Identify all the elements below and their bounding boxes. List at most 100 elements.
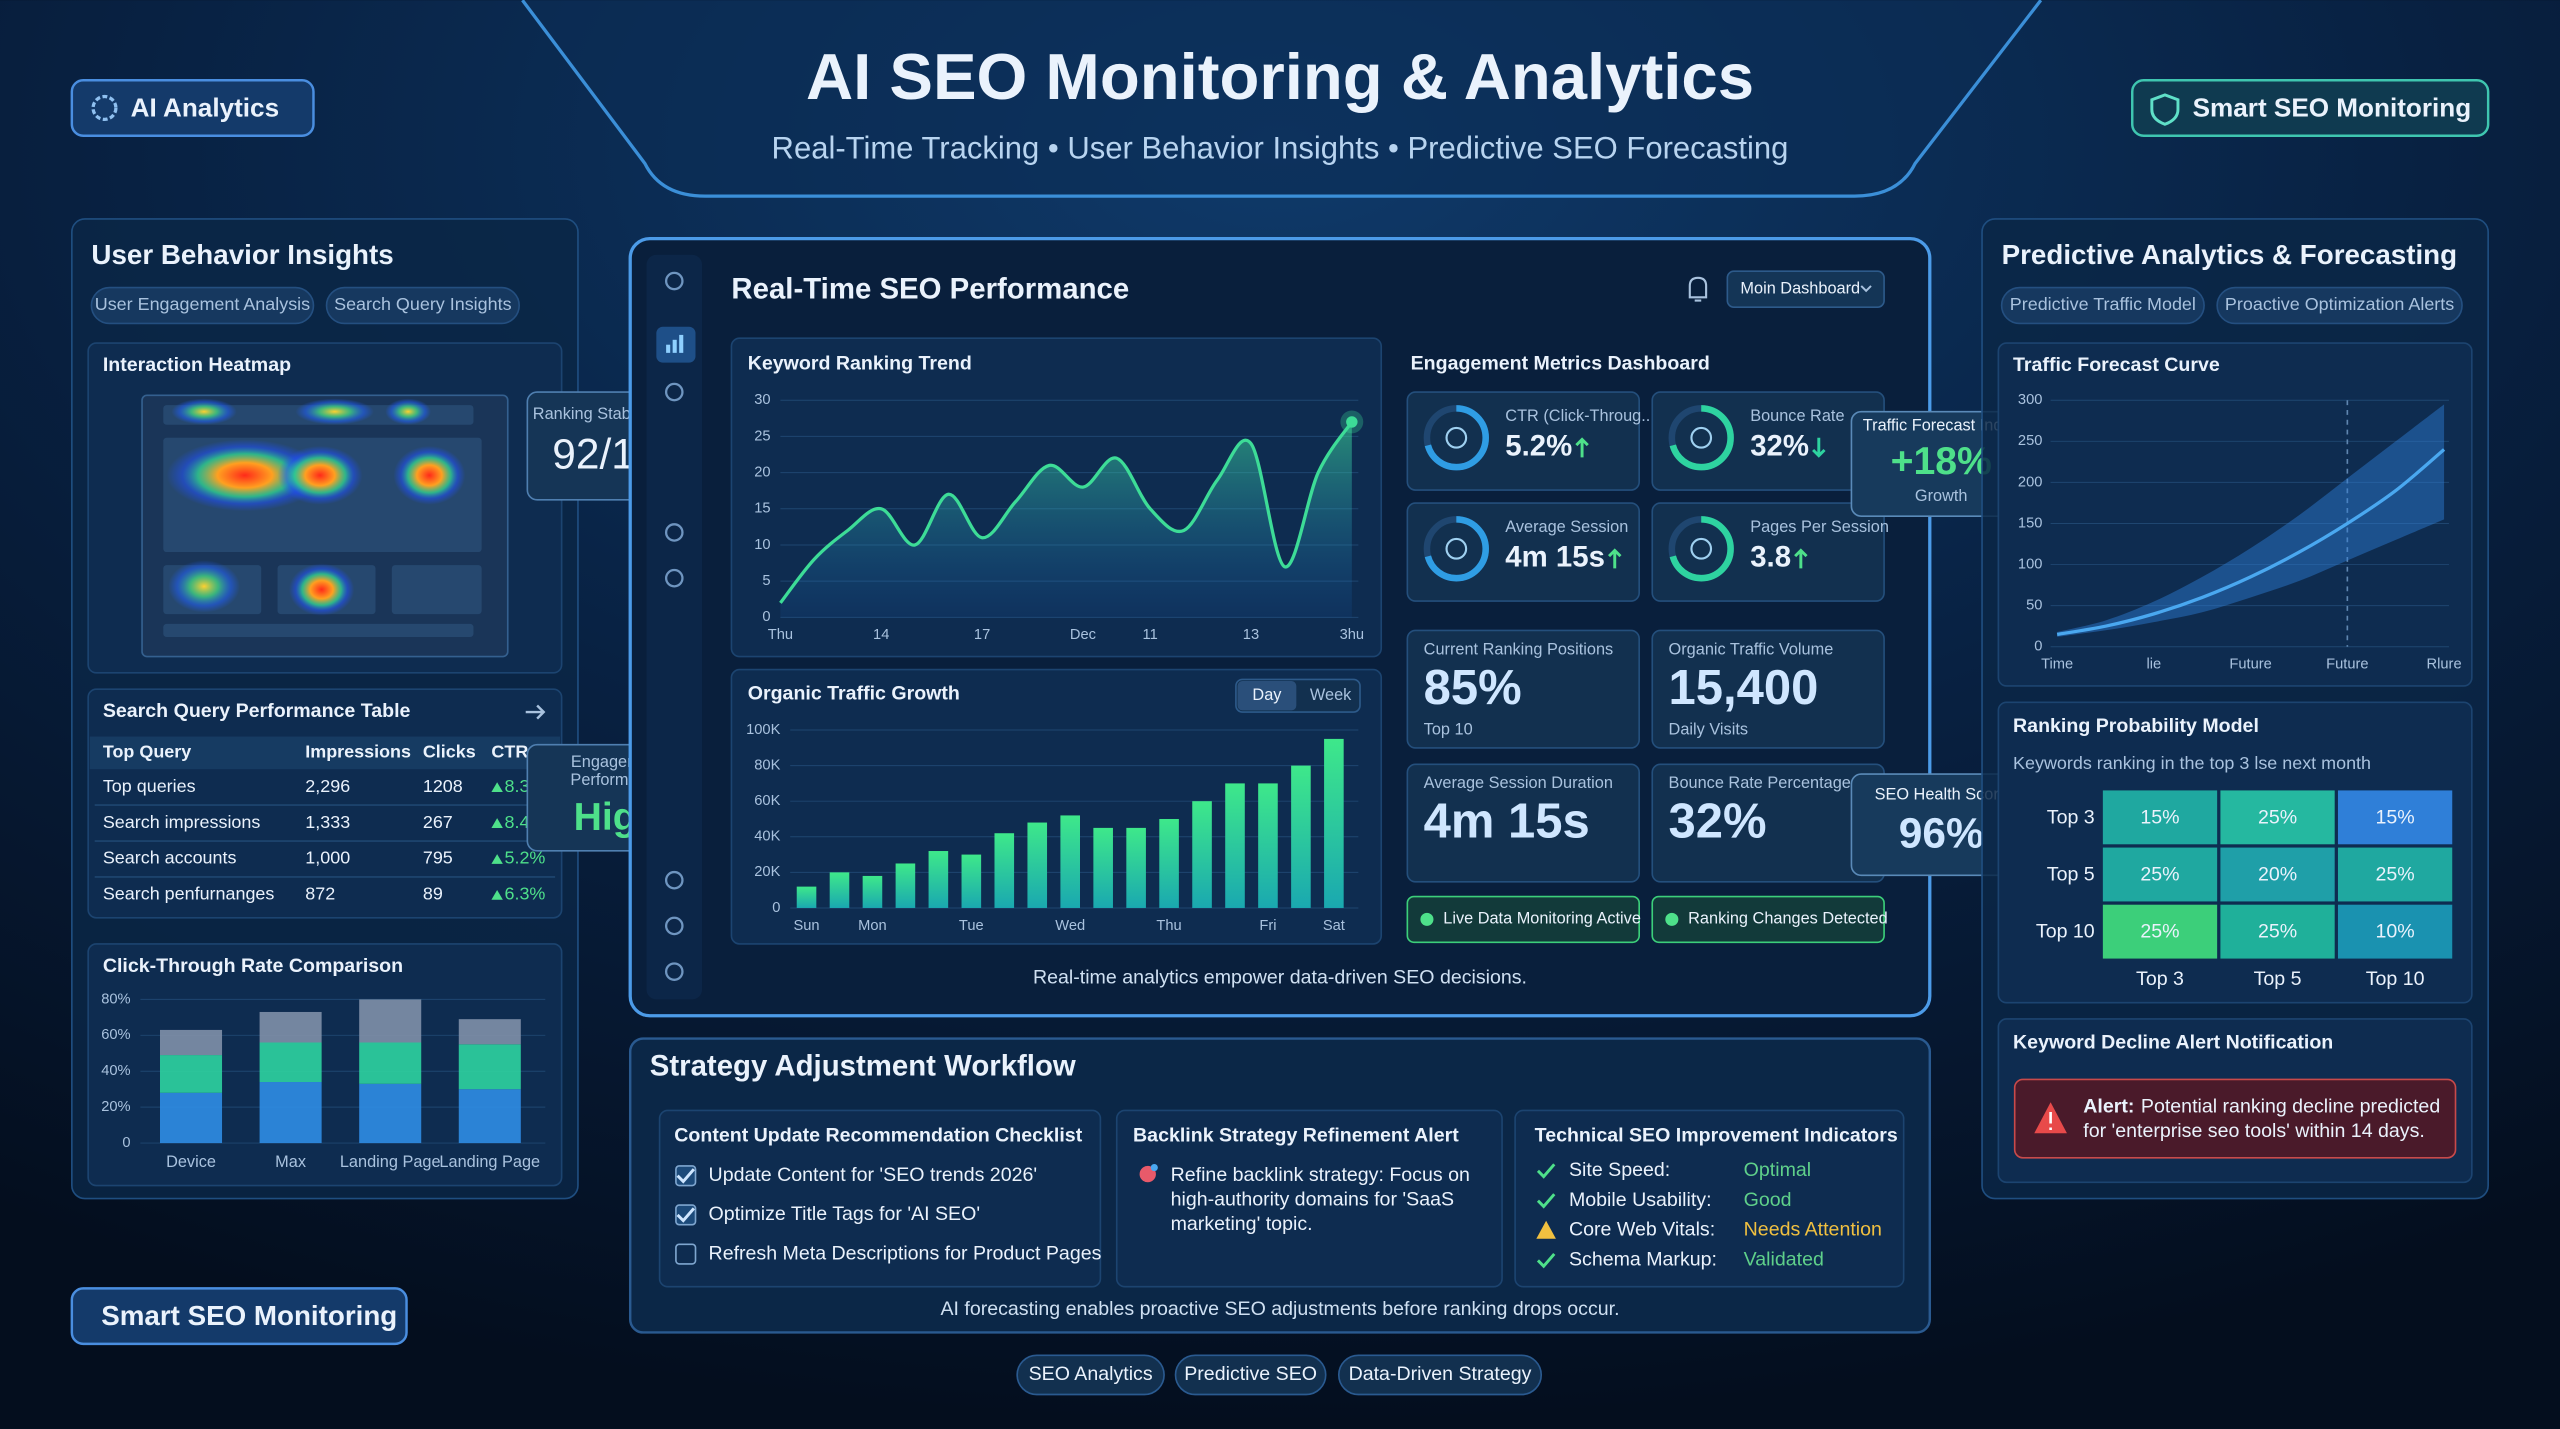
- indicator-label: Site Speed:: [1569, 1159, 1670, 1181]
- bar: [1159, 818, 1179, 908]
- nav-bar-icon: [666, 344, 671, 353]
- overlay-label: Traffic Forecast Index: [1863, 417, 2020, 435]
- kpi-note: Daily Visits: [1669, 720, 1748, 738]
- cell-label: 10%: [2376, 921, 2415, 943]
- y-tick-label: 300: [2018, 392, 2043, 408]
- y-tick-label: 80%: [101, 991, 130, 1007]
- nav-bar-icon: [679, 334, 684, 353]
- table-header-cell: Impressions: [305, 742, 411, 762]
- heat-blob: [171, 398, 237, 425]
- gauge-icon: [1445, 537, 1468, 560]
- check-icon: [676, 1207, 695, 1223]
- forecast-card: [1997, 342, 2473, 687]
- kpi-label: Bounce Rate Percentage: [1669, 774, 1851, 792]
- column-label: Top 10: [2366, 968, 2425, 990]
- toggle-active: [1237, 681, 1297, 711]
- row-label: Top 3: [2047, 806, 2095, 828]
- forecast-line: [2056, 448, 2446, 637]
- kpi-card: [1651, 629, 1885, 749]
- row-label: Top 5: [2047, 863, 2095, 885]
- gauge-icon: [1690, 426, 1713, 449]
- badge-text: Smart SEO Monitoring: [101, 1300, 397, 1331]
- heat-blob: [288, 563, 355, 616]
- column-label: Top 3: [2136, 968, 2184, 990]
- table-header-cell: Top Query: [103, 742, 191, 762]
- chart-title: Traffic Forecast Curve: [2013, 354, 2220, 376]
- column-label: Top 5: [2254, 968, 2302, 990]
- kpi-value: 32%: [1669, 795, 1767, 849]
- y-tick-label: 100K: [746, 722, 781, 738]
- y-tick-label: 0: [772, 900, 780, 916]
- table-cell: Search impressions: [103, 812, 261, 832]
- dropdown-label: Moin Dashboard: [1740, 280, 1860, 298]
- tab-label: Proactive Optimization Alerts: [2225, 294, 2454, 314]
- x-tick-label: 3hu: [1340, 627, 1365, 643]
- tab: [325, 286, 520, 325]
- bar: [961, 854, 982, 908]
- bell-icon: [1688, 276, 1708, 302]
- cell-label: 15%: [2376, 806, 2415, 828]
- chevron: [1860, 285, 1872, 293]
- y-tick-label: 30: [754, 392, 770, 408]
- gauge-ring: [1668, 516, 1734, 582]
- indicator-status: Optimal: [1744, 1159, 1811, 1181]
- x-tick-label: Sun: [793, 918, 819, 934]
- x-tick-label: Mon: [858, 918, 887, 934]
- bar-segment: [160, 1055, 223, 1093]
- nav-icon: [664, 271, 684, 291]
- cell-label: 20%: [2258, 863, 2297, 885]
- checklist-item: Update Content for 'SEO trends 2026': [709, 1164, 1038, 1186]
- sidebar: [646, 254, 703, 1000]
- metric-value: 4m 15s: [1505, 540, 1605, 573]
- table-cell: 6.3%: [504, 884, 545, 904]
- kpi-value: 4m 15s: [1424, 795, 1590, 849]
- bar: [796, 886, 817, 908]
- nav-icon: [664, 870, 684, 890]
- bar-segment: [160, 1092, 223, 1144]
- trend-arrow: [1812, 437, 1826, 458]
- badge-text: AI Analytics: [131, 93, 279, 123]
- warning-icon: [1536, 1220, 1556, 1239]
- table-cell: Search penfurnanges: [103, 884, 275, 904]
- y-tick-label: 200: [2018, 474, 2043, 490]
- bar: [928, 851, 949, 908]
- page-subtitle: Real-Time Tracking • User Behavior Insig…: [772, 131, 1789, 166]
- heatmap-block: [163, 623, 474, 637]
- heat-cell: [2102, 847, 2218, 902]
- card-title: Backlink Strategy Refinement Alert: [1133, 1125, 1459, 1147]
- badge-text: Smart SEO Monitoring: [2193, 93, 2472, 123]
- y-tick-label: 0: [762, 609, 770, 625]
- table-cell: Search accounts: [103, 848, 237, 868]
- panel-title: Real-Time SEO Performance: [731, 273, 1129, 306]
- bar: [1324, 738, 1344, 908]
- metric-label: CTR (Click-Throug...: [1505, 407, 1655, 425]
- arrow-icon: [525, 704, 546, 720]
- status-pill: [1406, 895, 1640, 944]
- badge: [2131, 78, 2490, 137]
- check-icon: [1536, 1163, 1556, 1179]
- bar: [1291, 765, 1311, 908]
- up-triangle: [491, 854, 503, 864]
- table-cell: 89: [423, 884, 443, 904]
- nav-icon: [664, 523, 684, 542]
- cell-label: 25%: [2258, 921, 2297, 943]
- x-tick-label: Wed: [1055, 918, 1085, 934]
- cell-label: 25%: [2258, 806, 2297, 828]
- overlay-note: Growth: [1915, 487, 1968, 505]
- x-tick-label: 17: [974, 627, 990, 643]
- trend-line: [779, 421, 1354, 604]
- row-label: Top 10: [2036, 921, 2095, 943]
- x-tick-label: Fri: [1259, 918, 1276, 934]
- bar-segment: [259, 1042, 322, 1083]
- alert-box: [2013, 1078, 2457, 1159]
- chart-subtitle: Keywords ranking in the top 3 lse next m…: [2013, 753, 2371, 773]
- trend-area: [780, 421, 1352, 618]
- table-header-cell: CTR: [491, 742, 528, 762]
- x-tick-label: Dec: [1070, 627, 1096, 643]
- bar: [1192, 801, 1212, 908]
- table-header-cell: Clicks: [423, 742, 476, 762]
- card-title: Technical SEO Improvement Indicators: [1535, 1125, 1898, 1147]
- trend-arrow: [1575, 437, 1589, 458]
